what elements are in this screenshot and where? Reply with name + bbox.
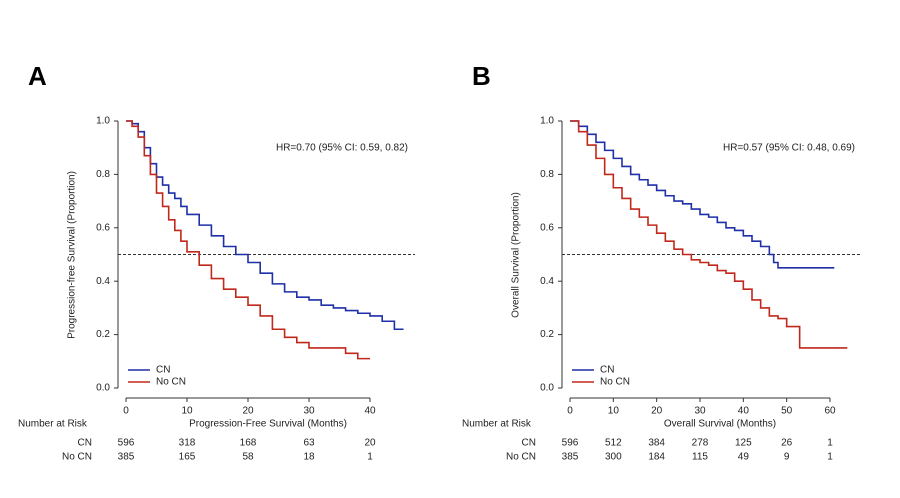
risk-count: 125 bbox=[735, 438, 752, 449]
legend-label: No CN bbox=[600, 377, 630, 388]
risk-count: 115 bbox=[692, 452, 708, 463]
risk-count: 49 bbox=[738, 452, 750, 463]
x-tick-label: 10 bbox=[608, 406, 620, 417]
risk-count: 596 bbox=[118, 438, 135, 449]
y-tick-label: 0.0 bbox=[540, 383, 554, 394]
y-tick-label: 1.0 bbox=[540, 116, 554, 127]
x-tick-label: 20 bbox=[242, 406, 254, 417]
risk-row-label: CN bbox=[78, 438, 92, 449]
risk-count: 9 bbox=[784, 452, 790, 463]
y-axis-title: Overall Survival (Proportion) bbox=[511, 192, 522, 318]
risk-count: 1 bbox=[367, 452, 373, 463]
risk-count: 384 bbox=[648, 438, 665, 449]
x-tick-label: 50 bbox=[781, 406, 793, 417]
risk-row-label: No CN bbox=[506, 452, 536, 463]
risk-count: 318 bbox=[179, 438, 196, 449]
panel-label: B bbox=[472, 61, 491, 91]
y-tick-label: 0.8 bbox=[96, 169, 110, 180]
risk-count: 58 bbox=[242, 452, 254, 463]
risk-row-label: No CN bbox=[62, 452, 92, 463]
risk-count: 26 bbox=[781, 438, 793, 449]
risk-count: 168 bbox=[240, 438, 257, 449]
risk-count: 385 bbox=[118, 452, 135, 463]
x-tick-label: 10 bbox=[181, 406, 193, 417]
risk-count: 184 bbox=[648, 452, 665, 463]
y-tick-label: 0.2 bbox=[96, 329, 110, 340]
survival-curve bbox=[126, 120, 370, 360]
y-tick-label: 0.4 bbox=[96, 276, 110, 287]
survival-curve bbox=[570, 120, 848, 349]
x-tick-label: 40 bbox=[738, 406, 750, 417]
x-tick-label: 30 bbox=[303, 406, 315, 417]
survival-curve bbox=[570, 120, 835, 269]
x-tick-label: 0 bbox=[123, 406, 129, 417]
x-tick-label: 0 bbox=[567, 406, 573, 417]
risk-count: 1 bbox=[827, 452, 833, 463]
risk-count: 300 bbox=[605, 452, 622, 463]
x-tick-label: 40 bbox=[364, 406, 376, 417]
x-axis-title: Progression-Free Survival (Months) bbox=[189, 419, 347, 430]
risk-table-title: Number at Risk bbox=[462, 419, 532, 430]
y-axis-title: Progression-free Survival (Proportion) bbox=[67, 171, 78, 339]
risk-count: 278 bbox=[692, 438, 709, 449]
risk-count: 63 bbox=[303, 438, 315, 449]
risk-count: 1 bbox=[827, 438, 833, 449]
risk-count: 18 bbox=[303, 452, 315, 463]
risk-row-label: CN bbox=[522, 438, 536, 449]
risk-count: 596 bbox=[562, 438, 579, 449]
x-tick-label: 60 bbox=[824, 406, 836, 417]
y-tick-label: 0.4 bbox=[540, 276, 554, 287]
legend-label: CN bbox=[600, 365, 614, 376]
x-axis-title: Overall Survival (Months) bbox=[664, 419, 776, 430]
y-tick-label: 0.2 bbox=[540, 329, 554, 340]
risk-table-title: Number at Risk bbox=[18, 419, 88, 430]
x-tick-label: 30 bbox=[694, 406, 706, 417]
risk-count: 165 bbox=[179, 452, 196, 463]
legend-label: No CN bbox=[156, 377, 186, 388]
survival-curve bbox=[126, 120, 404, 331]
annotation: HR=0.70 (95% CI: 0.59, 0.82) bbox=[276, 143, 408, 154]
annotation: HR=0.57 (95% CI: 0.48, 0.69) bbox=[723, 143, 855, 154]
y-tick-label: 0.8 bbox=[540, 169, 554, 180]
x-tick-label: 20 bbox=[651, 406, 663, 417]
y-tick-label: 0.0 bbox=[96, 383, 110, 394]
y-tick-label: 0.6 bbox=[96, 222, 110, 233]
risk-count: 20 bbox=[364, 438, 376, 449]
legend-label: CN bbox=[156, 365, 170, 376]
risk-count: 512 bbox=[605, 438, 622, 449]
risk-count: 385 bbox=[562, 452, 579, 463]
y-tick-label: 0.6 bbox=[540, 222, 554, 233]
y-tick-label: 1.0 bbox=[96, 116, 110, 127]
panel-label: A bbox=[28, 61, 47, 91]
